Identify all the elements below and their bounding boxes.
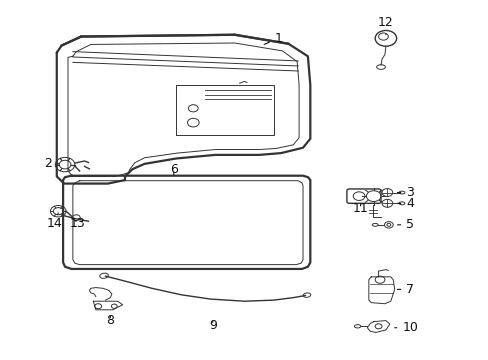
Text: 1: 1 (264, 32, 282, 45)
Text: 2: 2 (44, 157, 59, 170)
Text: 14: 14 (46, 213, 62, 230)
Text: 8: 8 (106, 314, 114, 327)
Text: 13: 13 (70, 217, 85, 230)
Circle shape (386, 224, 390, 226)
Text: 7: 7 (397, 283, 413, 296)
Text: 11: 11 (352, 202, 367, 215)
Text: 6: 6 (169, 163, 177, 176)
Text: 4: 4 (397, 197, 413, 210)
Text: 3: 3 (397, 186, 413, 199)
Text: 9: 9 (208, 319, 216, 332)
Text: 10: 10 (394, 321, 417, 334)
Text: 5: 5 (397, 218, 413, 231)
Text: 12: 12 (377, 16, 393, 35)
